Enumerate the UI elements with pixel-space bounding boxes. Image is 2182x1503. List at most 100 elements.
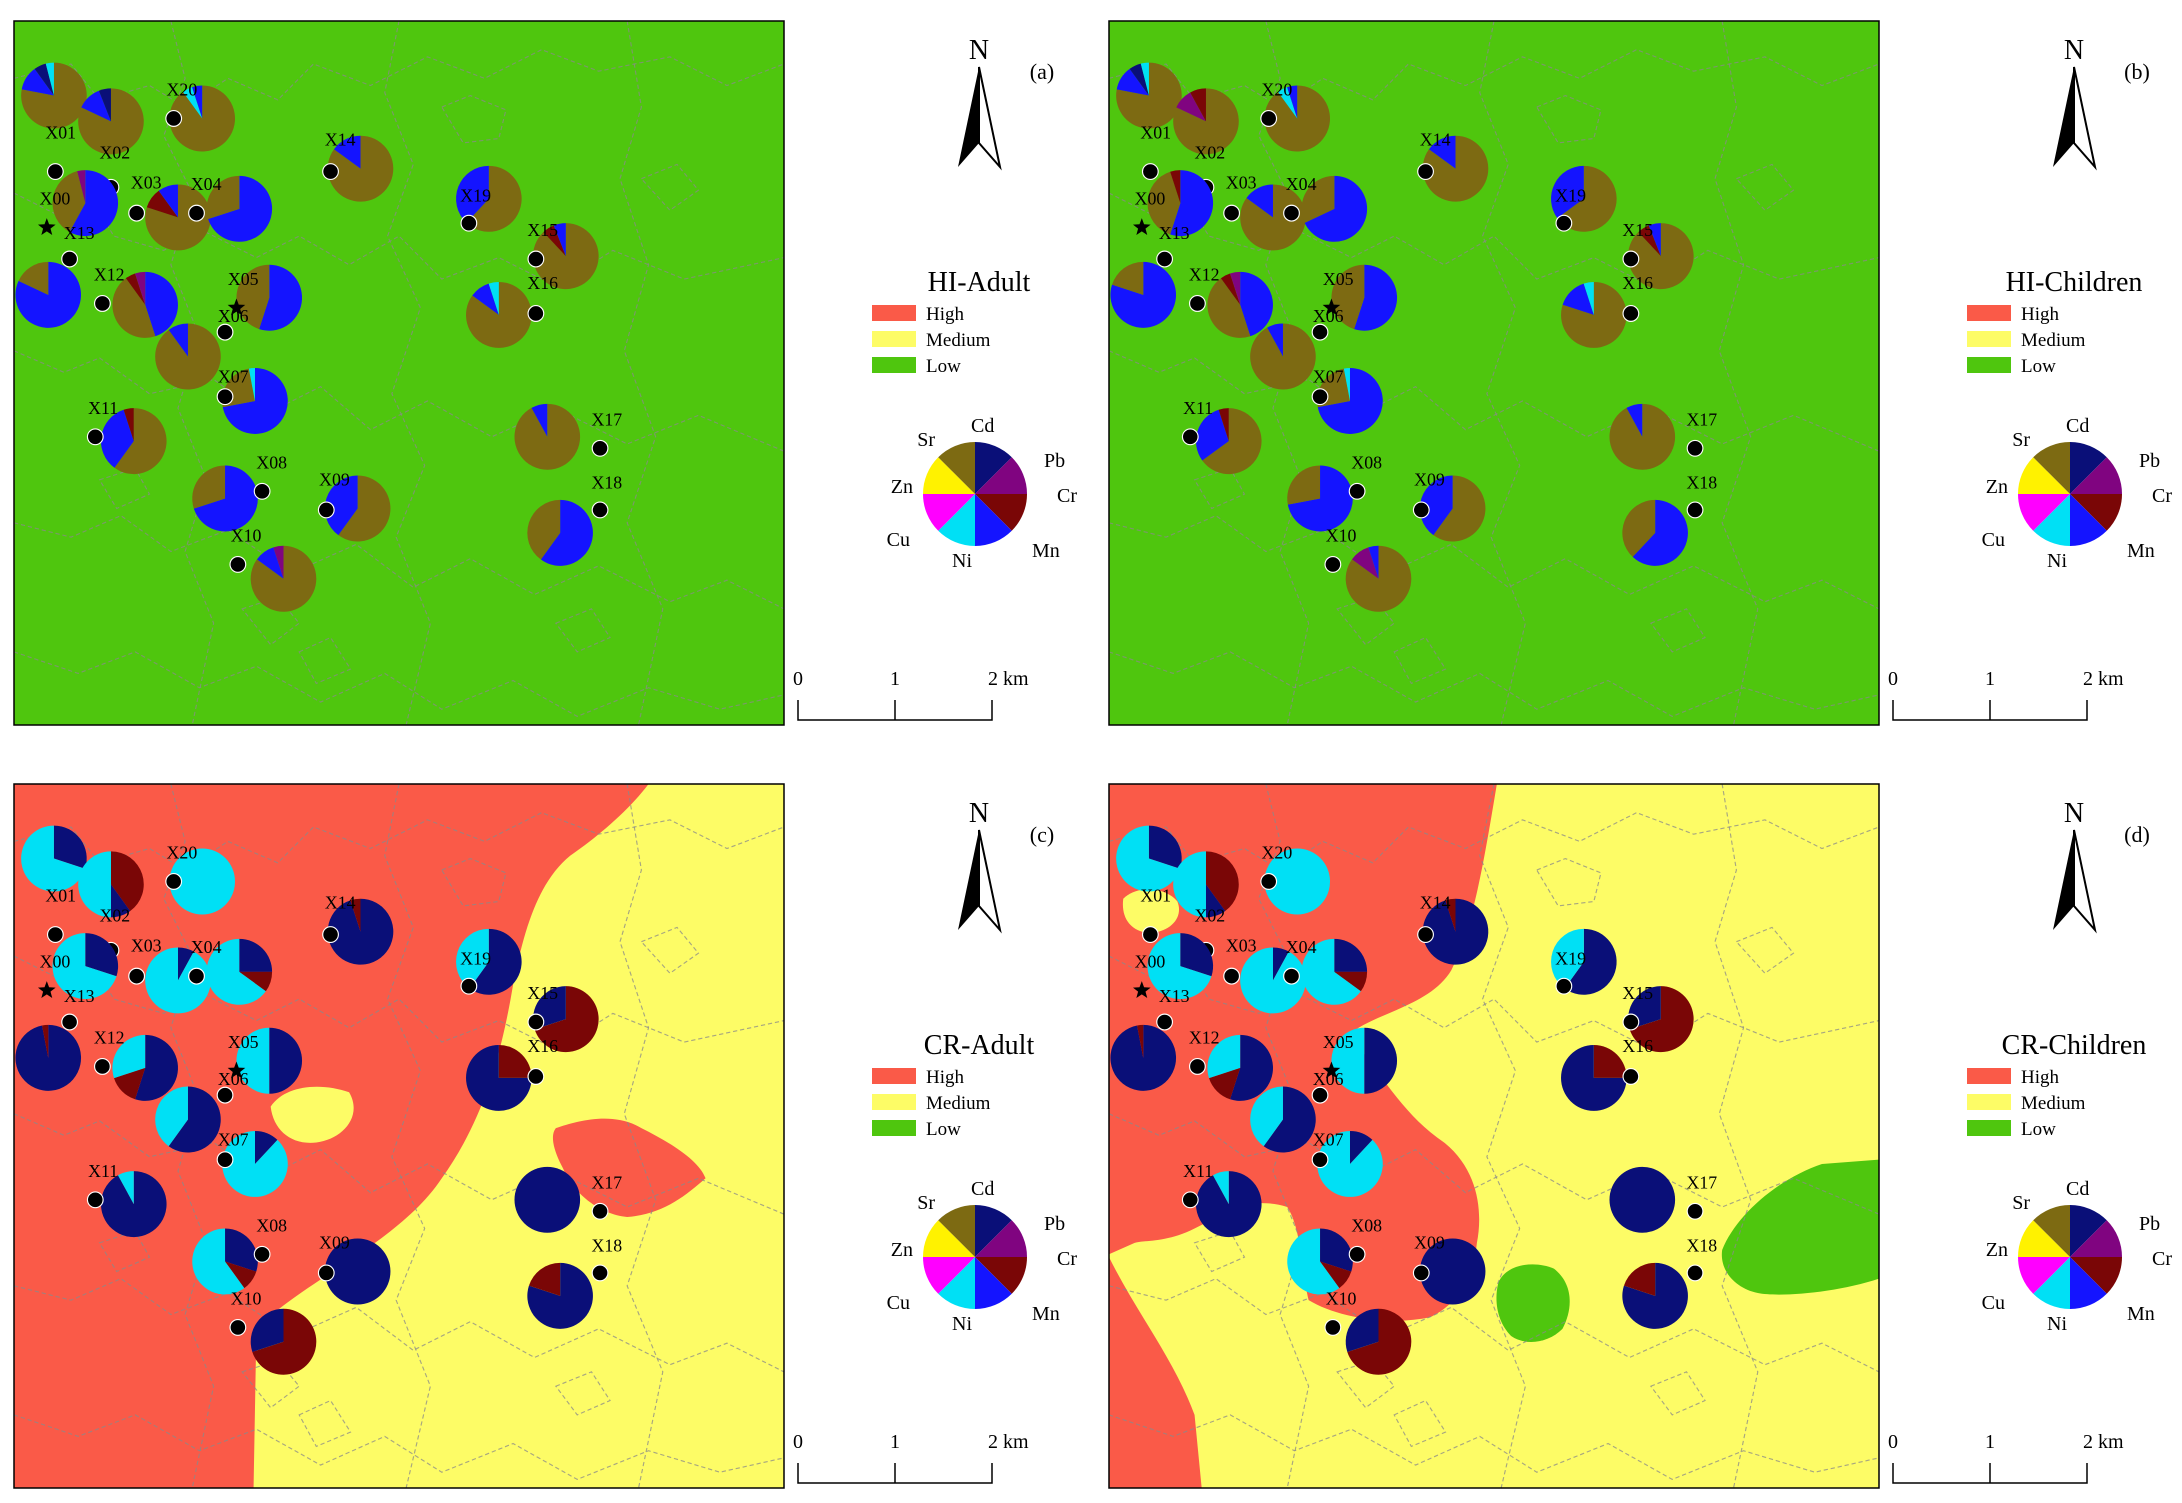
site-x03[interactable]: X03	[1223, 173, 1306, 251]
element-slice-cd	[975, 442, 1012, 494]
site-x17[interactable]: X17	[1609, 1166, 1718, 1233]
site-x06[interactable]: X06	[155, 306, 249, 390]
element-slice-mn	[975, 1257, 1012, 1310]
site-x00[interactable]: X00	[1132, 170, 1214, 237]
site-x20[interactable]: X20	[1260, 80, 1331, 152]
site-x05[interactable]: X05	[227, 1027, 303, 1094]
site-x07[interactable]: X07	[1311, 1129, 1383, 1197]
site-x19[interactable]: X19	[1551, 928, 1617, 995]
site-x17[interactable]: X17	[1609, 403, 1717, 470]
site-x05[interactable]: X05	[227, 264, 303, 331]
site-x18[interactable]: X18	[1622, 472, 1717, 566]
site-x04[interactable]: X04	[1283, 937, 1368, 1005]
site-x13[interactable]: X13	[15, 223, 95, 328]
site-x14[interactable]: X14	[322, 130, 394, 202]
site-x02[interactable]: X02	[1173, 88, 1239, 196]
site-x01[interactable]: X01	[21, 825, 87, 944]
star-marker-icon	[1132, 981, 1151, 999]
site-x03[interactable]: X03	[128, 173, 211, 251]
site-x08[interactable]: X08	[1287, 452, 1382, 532]
site-x02[interactable]: X02	[78, 851, 144, 959]
site-x12[interactable]: X12	[94, 264, 178, 338]
pie-x10-slice-mn	[1368, 545, 1379, 579]
site-x11[interactable]: X11	[86, 1161, 167, 1238]
site-x18[interactable]: X18	[1622, 1235, 1717, 1329]
site-x01[interactable]: X01	[1116, 825, 1182, 944]
pie-x15-slice-sr	[1628, 223, 1694, 290]
pie-x11-slice-sr	[1202, 408, 1262, 475]
site-x10[interactable]: X10	[1324, 1288, 1412, 1375]
site-x11[interactable]: X11	[86, 398, 167, 475]
site-x15[interactable]: X15	[1622, 983, 1694, 1053]
site-x06[interactable]: X06	[1250, 1069, 1344, 1153]
site-x09[interactable]: X09	[317, 470, 391, 542]
site-label: X12	[94, 264, 125, 284]
site-x17[interactable]: X17	[514, 1166, 623, 1233]
site-x09[interactable]: X09	[1412, 1233, 1486, 1305]
site-x17[interactable]: X17	[514, 403, 622, 470]
site-x16[interactable]: X16	[1561, 1036, 1653, 1111]
site-x20[interactable]: X20	[165, 80, 236, 152]
element-slice-cr	[2070, 494, 2122, 531]
site-x06[interactable]: X06	[155, 1069, 249, 1153]
site-x10[interactable]: X10	[1324, 525, 1412, 612]
site-x19[interactable]: X19	[1551, 165, 1617, 232]
site-x16[interactable]: X16	[466, 1036, 558, 1111]
site-x01[interactable]: X01	[21, 62, 87, 181]
site-x00[interactable]: X00	[37, 170, 119, 237]
site-x03[interactable]: X03	[1223, 936, 1306, 1014]
site-x07[interactable]: X07	[216, 1129, 288, 1197]
site-x03[interactable]: X03	[128, 936, 211, 1014]
pie-x12-slice-sr	[1207, 278, 1251, 338]
site-x14[interactable]: X14	[322, 893, 394, 965]
site-x04[interactable]: X04	[188, 174, 273, 242]
site-x16[interactable]: X16	[1561, 273, 1653, 348]
site-x11[interactable]: X11	[1181, 398, 1262, 475]
site-x10[interactable]: X10	[229, 1288, 317, 1375]
site-x05[interactable]: X05	[1322, 264, 1398, 331]
star-marker-icon	[1132, 218, 1151, 236]
site-x12[interactable]: X12	[94, 1027, 178, 1101]
site-x13[interactable]: X13	[1110, 986, 1190, 1091]
site-label: X03	[131, 173, 162, 193]
site-x04[interactable]: X04	[188, 937, 273, 1005]
site-x19[interactable]: X19	[456, 165, 522, 232]
site-x18[interactable]: X18	[527, 472, 622, 566]
site-x20[interactable]: X20	[1260, 843, 1331, 915]
site-x14[interactable]: X14	[1417, 893, 1489, 965]
site-x18[interactable]: X18	[527, 1235, 622, 1329]
site-dot	[1324, 1318, 1342, 1336]
site-x19[interactable]: X19	[456, 928, 522, 995]
site-x05[interactable]: X05	[1322, 1027, 1398, 1094]
site-x15[interactable]: X15	[527, 220, 599, 290]
site-x04[interactable]: X04	[1283, 174, 1368, 242]
site-x14[interactable]: X14	[1417, 130, 1489, 202]
site-x09[interactable]: X09	[1412, 470, 1486, 542]
site-x08[interactable]: X08	[192, 1215, 287, 1295]
pie-x02-slice-cr	[1205, 851, 1239, 912]
site-label: X14	[1420, 130, 1451, 150]
site-x13[interactable]: X13	[1110, 223, 1190, 328]
site-x01[interactable]: X01	[1116, 62, 1182, 181]
site-x07[interactable]: X07	[216, 366, 288, 434]
site-x09[interactable]: X09	[317, 1233, 391, 1305]
site-x11[interactable]: X11	[1181, 1161, 1262, 1238]
site-x15[interactable]: X15	[527, 983, 599, 1053]
site-x08[interactable]: X08	[192, 452, 287, 532]
site-x12[interactable]: X12	[1189, 264, 1273, 338]
site-x08[interactable]: X08	[1287, 1215, 1382, 1295]
site-x10[interactable]: X10	[229, 525, 317, 612]
pie-x10-slice-sr	[1345, 545, 1412, 612]
site-x06[interactable]: X06	[1250, 306, 1344, 390]
site-x16[interactable]: X16	[466, 273, 558, 348]
site-x15[interactable]: X15	[1622, 220, 1694, 290]
site-x07[interactable]: X07	[1311, 366, 1383, 434]
site-x20[interactable]: X20	[165, 843, 236, 915]
site-x12[interactable]: X12	[1189, 1027, 1273, 1101]
pie-x12-slice-cd	[1230, 1034, 1273, 1101]
site-x00[interactable]: X00	[37, 933, 119, 1000]
pie-x05-slice-ni	[236, 1027, 270, 1094]
site-x00[interactable]: X00	[1132, 933, 1214, 1000]
site-dot	[253, 1245, 271, 1263]
site-x13[interactable]: X13	[15, 986, 95, 1091]
